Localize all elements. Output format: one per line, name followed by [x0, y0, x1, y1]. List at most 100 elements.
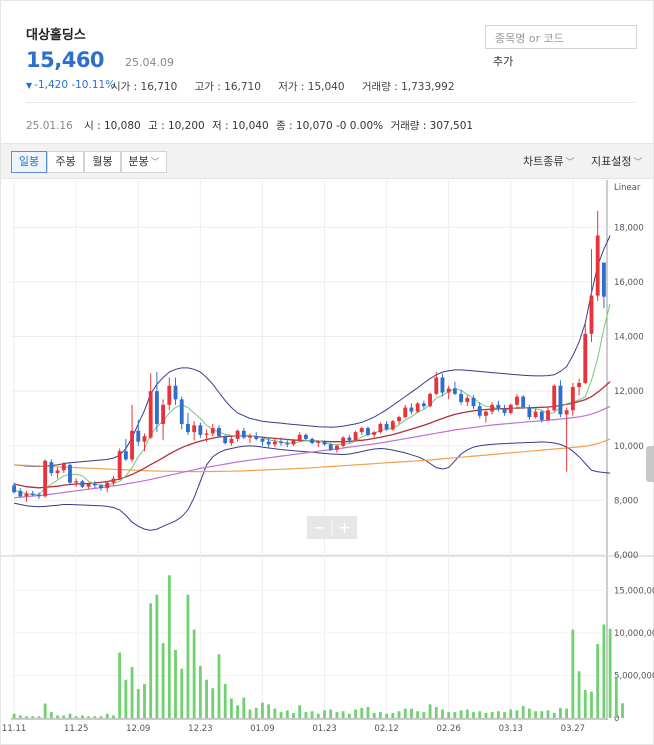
- volume-bar: [372, 712, 376, 718]
- chart-toolbar: 일봉 주봉 월봉 분봉 ﹀ 차트종류 ﹀ 지표설정 ﹀: [1, 143, 653, 179]
- divider: [26, 102, 635, 103]
- volume-bar: [341, 711, 345, 718]
- volume-bar: [602, 624, 606, 718]
- price-chart[interactable]: 11.11 11.25 12.09 12.23 01.09 01.23 02.12 02.26…: [1, 180, 654, 745]
- candle-body: [546, 410, 550, 420]
- volume-bar: [316, 713, 320, 718]
- x-tick-label: 12.09: [126, 724, 150, 734]
- y-tick-label: 16,000: [614, 278, 644, 288]
- candle-body: [248, 436, 252, 438]
- candle-body: [167, 385, 172, 405]
- candle-body: [490, 404, 495, 412]
- zoom-out-button[interactable]: −: [313, 518, 326, 537]
- volume-bar: [229, 698, 233, 718]
- x-tick-label: 01.09: [250, 724, 274, 734]
- volume-bar: [335, 712, 339, 718]
- volume-bar: [292, 712, 295, 718]
- volume-bar: [217, 654, 221, 718]
- volume-bar: [515, 710, 519, 718]
- volume-tick-label: 15,000,000: [614, 587, 654, 597]
- candle-body: [446, 388, 451, 393]
- x-tick-label: 12.23: [188, 724, 212, 734]
- chart-type-menu[interactable]: 차트종류 ﹀: [523, 153, 575, 169]
- candle-body: [285, 443, 290, 445]
- tab-monthly[interactable]: 월봉: [84, 151, 121, 173]
- volume-bar: [25, 716, 28, 718]
- volume-bar: [167, 575, 171, 718]
- tab-minute-label: 분봉: [128, 155, 149, 168]
- candle-body: [601, 262, 606, 297]
- volume-bar: [608, 628, 612, 718]
- candle-body: [397, 417, 401, 422]
- candle-body: [154, 391, 159, 424]
- candle-body: [136, 430, 141, 442]
- volume-bar: [298, 705, 302, 718]
- candle-body: [266, 441, 271, 445]
- tab-daily[interactable]: 일봉: [11, 151, 47, 173]
- volume-bar: [527, 708, 531, 718]
- candle-body: [390, 421, 395, 430]
- candle-body: [30, 493, 35, 495]
- candle-body: [99, 485, 103, 489]
- candle-body: [37, 494, 41, 497]
- candle-body: [291, 440, 296, 445]
- volume-bar: [211, 688, 215, 718]
- candle-body: [173, 385, 178, 400]
- candle-body: [570, 387, 575, 411]
- candle-body: [564, 410, 569, 415]
- candle-body: [217, 428, 221, 437]
- chevron-down-icon: ﹀: [150, 158, 160, 168]
- x-tick-label: 11.25: [64, 724, 88, 734]
- volume-tick-label: 5,000,000: [614, 672, 654, 682]
- stat-open: 시가 : 16,710: [111, 81, 178, 93]
- candle-body: [589, 295, 594, 334]
- volume-bar: [310, 711, 314, 718]
- volume-bar: [416, 711, 420, 718]
- candle-body: [496, 404, 501, 409]
- volume-bar: [614, 676, 618, 718]
- volume-bar: [378, 712, 382, 718]
- candle-body: [210, 428, 215, 434]
- chevron-down-icon: ﹀: [633, 158, 643, 168]
- candle-body: [148, 391, 153, 438]
- chart-type-label: 차트종류: [523, 155, 564, 168]
- indicator-menu[interactable]: 지표설정 ﹀: [591, 153, 643, 169]
- add-button[interactable]: 추가: [493, 55, 514, 68]
- y-tick-label: 18,000: [614, 223, 644, 233]
- candle-body: [223, 436, 228, 444]
- volume-bar: [590, 691, 593, 718]
- candle-body: [552, 385, 557, 411]
- side-panel-handle[interactable]: [646, 446, 654, 482]
- candle-body: [86, 484, 91, 487]
- candle-body: [583, 333, 588, 383]
- candle-body: [415, 403, 420, 412]
- tab-minute[interactable]: 분봉 ﹀: [121, 151, 167, 173]
- candle-body: [192, 425, 197, 433]
- candle-body: [279, 441, 283, 444]
- tab-weekly[interactable]: 주봉: [47, 151, 84, 173]
- price-stats: 시가 : 16,710 고가 : 16,710 저가 : 15,040 거래량 …: [111, 79, 469, 94]
- candle-body: [502, 408, 507, 413]
- volume-bar: [62, 715, 66, 718]
- volume-bar: [105, 713, 109, 718]
- candle-body: [74, 481, 79, 483]
- candle-body: [61, 463, 66, 471]
- volume-bar: [596, 644, 600, 718]
- stat-low: 저가 : 15,040: [278, 81, 345, 93]
- zoom-in-button[interactable]: +: [338, 518, 351, 537]
- chevron-down-icon: ﹀: [565, 158, 575, 168]
- volume-bar: [304, 712, 308, 718]
- volume-bar: [366, 706, 370, 718]
- volume-bar: [56, 715, 59, 718]
- candle-body: [241, 430, 246, 438]
- candle-body: [328, 444, 333, 450]
- candle-body: [372, 432, 377, 435]
- candle-body: [142, 436, 147, 442]
- volume-bar: [124, 679, 128, 718]
- volume-bar: [236, 705, 240, 718]
- candle-body: [440, 377, 445, 393]
- search-input[interactable]: 종목명 or 코드: [485, 25, 637, 49]
- candle-body: [260, 438, 265, 442]
- volume-bar: [118, 652, 122, 718]
